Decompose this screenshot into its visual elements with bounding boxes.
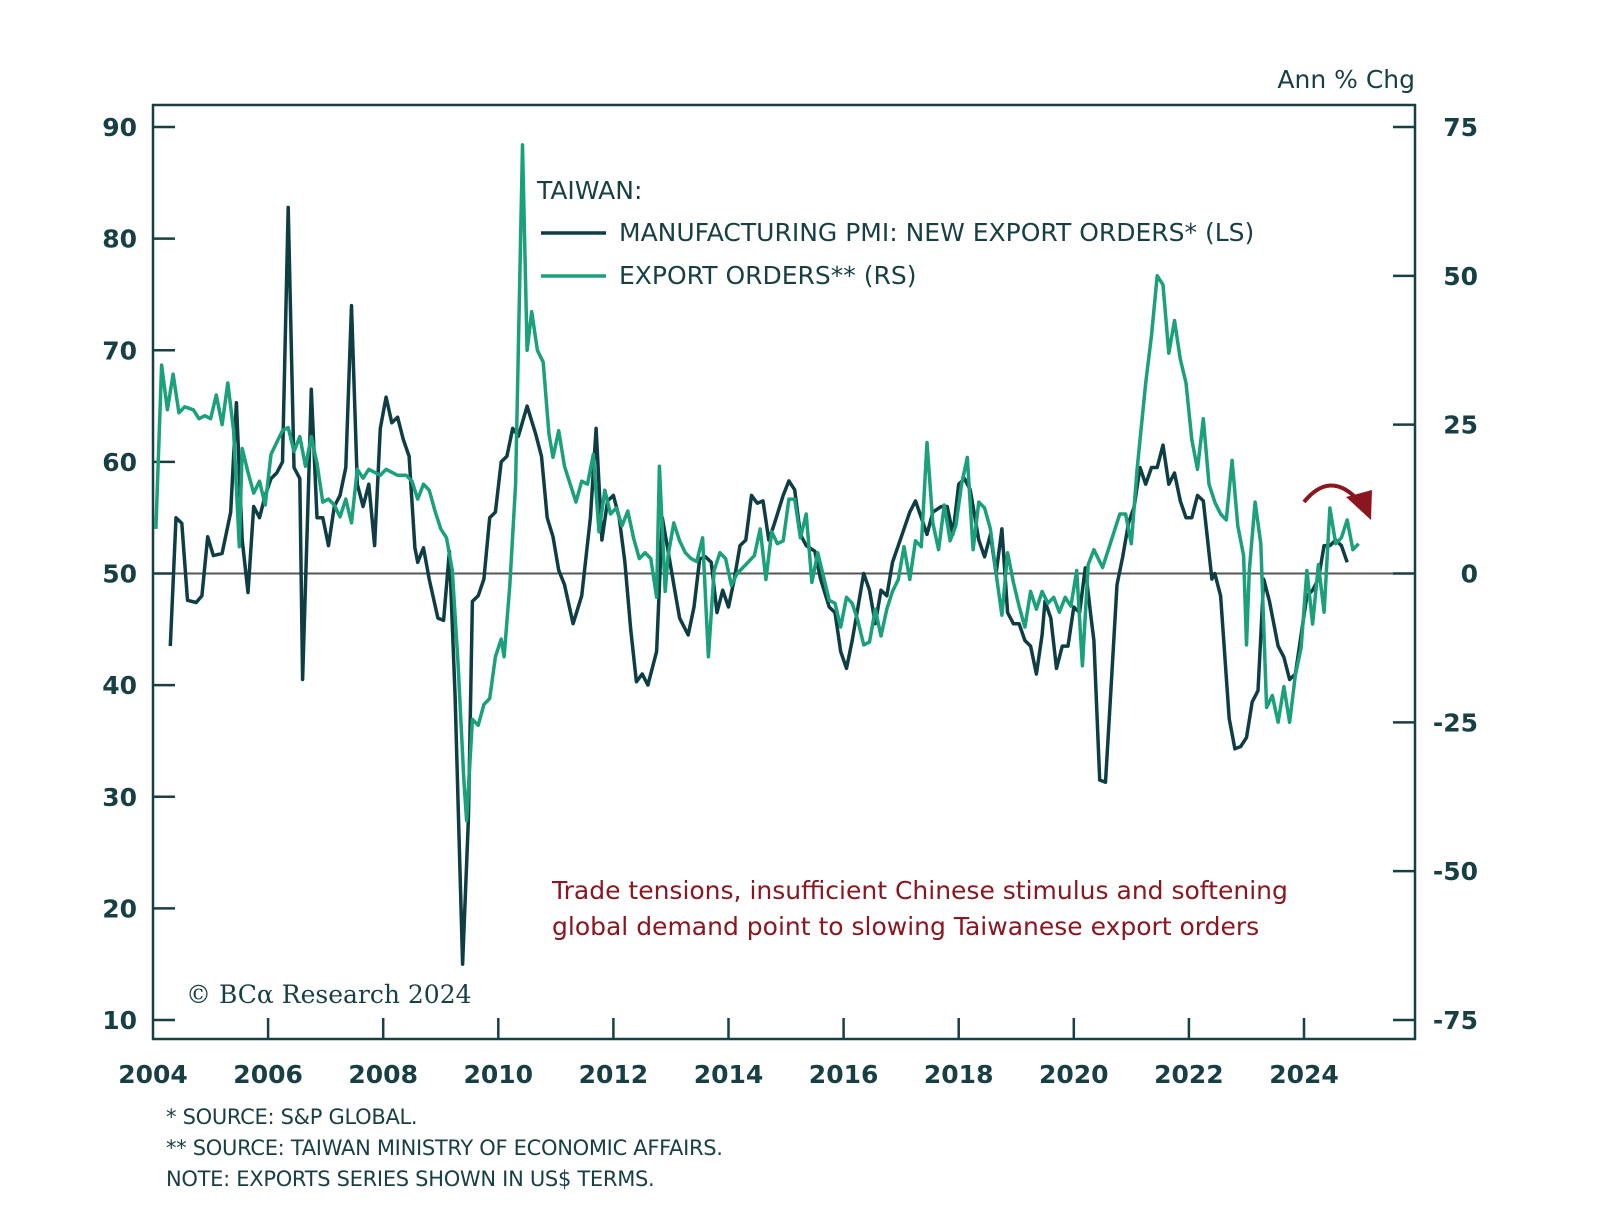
x-axis-tick-label: 2020 [1039,1060,1109,1089]
copyright-label: © BCα Research 2024 [186,980,472,1009]
legend: TAIWAN: MANUFACTURING PMI: NEW EXPORT OR… [536,176,1254,290]
x-axis-tick-label: 2008 [348,1060,418,1089]
left-axis-tick-label: 20 [102,894,137,923]
right-axis-tick-label: 50 [1443,262,1478,291]
right-axis-tick-label: -50 [1433,857,1478,886]
note-exports-usd: NOTE: EXPORTS SERIES SHOWN IN US$ TERMS. [166,1167,655,1191]
x-axis-tick-label: 2016 [809,1060,879,1089]
plot-frame [151,103,1417,1041]
note-source-taiwan-ministry: ** SOURCE: TAIWAN MINISTRY OF ECONOMIC A… [166,1136,723,1160]
left-axis: 90 80 70 60 50 40 30 20 10 [102,113,175,1035]
left-axis-tick-label: 60 [102,448,137,477]
series-line-export-orders [154,143,1360,823]
legend-label-export-orders: EXPORT ORDERS** (RS) [619,261,916,290]
right-axis-tick-label: 75 [1443,113,1478,142]
right-axis-tick-label: 25 [1443,411,1478,440]
note-source-sp-global: * SOURCE: S&P GLOBAL. [166,1105,418,1129]
left-axis-tick-label: 90 [102,113,137,142]
x-axis-tick-label: 2004 [118,1060,188,1089]
series-layer [154,143,1360,966]
left-axis-tick-label: 50 [102,560,137,589]
legend-label-pmi: MANUFACTURING PMI: NEW EXPORT ORDERS* (L… [619,218,1254,247]
x-axis-tick-label: 2010 [464,1060,534,1089]
annotation-line-1: Trade tensions, insufficient Chinese sti… [551,876,1288,905]
right-axis: 75 50 25 0 -25 -50 -75 [1393,113,1478,1035]
x-axis-tick-label: 2006 [233,1060,303,1089]
right-axis-tick-label: -25 [1433,708,1478,737]
x-axis-tick-label: 2012 [579,1060,649,1089]
right-axis-tick-label: -75 [1433,1006,1478,1035]
x-axis: 2004 2006 2008 2010 2012 2014 2016 2018 2020 2022… [118,1018,1339,1089]
legend-title: TAIWAN: [536,176,642,205]
x-axis-tick-label: 2018 [924,1060,994,1089]
x-axis-tick-label: 2022 [1154,1060,1224,1089]
right-axis-unit-label: Ann % Chg [1277,65,1415,94]
turning-down-arrow-icon [1302,483,1372,520]
left-axis-tick-label: 40 [102,671,137,700]
left-axis-tick-label: 70 [102,336,137,365]
right-axis-tick-label: 0 [1461,560,1478,589]
left-axis-tick-label: 30 [102,783,137,812]
annotation-line-2: global demand point to slowing Taiwanese… [552,912,1259,941]
x-axis-tick-label: 2024 [1269,1060,1339,1089]
series-line-pmi-new-export-orders [168,205,1349,966]
left-axis-tick-label: 10 [102,1006,137,1035]
x-axis-tick-label: 2014 [694,1060,764,1089]
source-notes: * SOURCE: S&P GLOBAL. ** SOURCE: TAIWAN … [166,1102,723,1195]
left-axis-tick-label: 80 [102,225,137,254]
